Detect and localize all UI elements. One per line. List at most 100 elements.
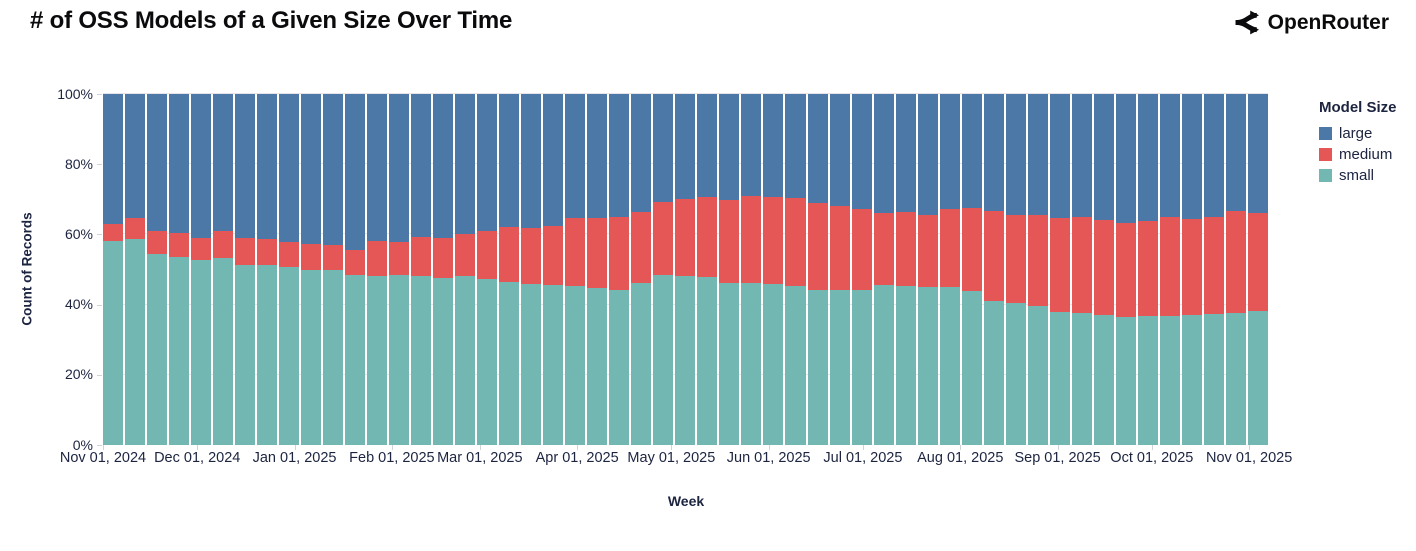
bar-segment-large[interactable]: [125, 94, 146, 219]
bar-segment-medium[interactable]: [851, 209, 872, 290]
bar-segment-small[interactable]: [807, 289, 828, 446]
bar-segment-large[interactable]: [169, 94, 190, 233]
bar-segment-small[interactable]: [675, 276, 696, 445]
bar-segment-medium[interactable]: [565, 218, 586, 286]
bar-segment-small[interactable]: [213, 258, 234, 445]
bar-segment-large[interactable]: [1203, 94, 1224, 217]
bar-segment-medium[interactable]: [1115, 222, 1136, 317]
bar-segment-small[interactable]: [631, 282, 652, 445]
bar-segment-medium[interactable]: [125, 218, 146, 240]
bar-segment-large[interactable]: [455, 94, 476, 235]
bar-segment-large[interactable]: [1115, 94, 1136, 223]
bar-segment-medium[interactable]: [609, 216, 630, 290]
bar-segment-large[interactable]: [1247, 94, 1268, 214]
legend-item-small[interactable]: small: [1319, 168, 1397, 183]
bar-segment-medium[interactable]: [1071, 216, 1092, 313]
bar-segment-medium[interactable]: [653, 201, 674, 276]
bar-segment-large[interactable]: [213, 94, 234, 231]
bar-segment-small[interactable]: [1027, 305, 1048, 445]
bar-segment-large[interactable]: [961, 94, 982, 208]
bar-segment-large[interactable]: [609, 94, 630, 217]
bar-segment-large[interactable]: [367, 94, 388, 241]
bar-segment-small[interactable]: [961, 290, 982, 445]
bar-segment-large[interactable]: [345, 94, 366, 250]
bar-segment-small[interactable]: [719, 282, 740, 445]
bar-segment-large[interactable]: [301, 94, 322, 244]
bar-segment-large[interactable]: [785, 94, 806, 199]
bar-segment-medium[interactable]: [235, 238, 256, 265]
bar-segment-large[interactable]: [257, 94, 278, 240]
bar-segment-small[interactable]: [829, 289, 850, 445]
bar-segment-medium[interactable]: [939, 209, 960, 288]
bar-segment-large[interactable]: [917, 94, 938, 216]
bar-segment-small[interactable]: [477, 278, 498, 445]
bar-segment-medium[interactable]: [1203, 216, 1224, 315]
bar-segment-large[interactable]: [807, 94, 828, 203]
bar-segment-medium[interactable]: [675, 199, 696, 277]
bar-segment-large[interactable]: [697, 94, 718, 198]
bar-segment-small[interactable]: [895, 285, 916, 445]
bar-segment-large[interactable]: [323, 94, 344, 245]
bar-segment-large[interactable]: [477, 94, 498, 231]
bar-segment-small[interactable]: [939, 287, 960, 445]
bar-segment-large[interactable]: [1137, 94, 1158, 222]
bar-segment-small[interactable]: [543, 284, 564, 445]
bar-segment-medium[interactable]: [983, 211, 1004, 302]
bar-segment-large[interactable]: [499, 94, 520, 227]
bar-segment-small[interactable]: [323, 269, 344, 445]
bar-segment-small[interactable]: [587, 287, 608, 445]
bar-segment-medium[interactable]: [367, 240, 388, 276]
bar-segment-small[interactable]: [301, 269, 322, 445]
bar-segment-small[interactable]: [147, 254, 168, 445]
bar-segment-medium[interactable]: [213, 230, 234, 259]
bar-segment-small[interactable]: [1071, 312, 1092, 445]
bar-segment-medium[interactable]: [807, 202, 828, 290]
bar-segment-medium[interactable]: [279, 241, 300, 268]
bar-segment-small[interactable]: [763, 284, 784, 445]
bar-segment-small[interactable]: [1137, 315, 1158, 445]
bar-segment-small[interactable]: [1247, 310, 1268, 445]
bar-segment-large[interactable]: [565, 94, 586, 219]
bar-segment-large[interactable]: [279, 94, 300, 242]
bar-segment-small[interactable]: [235, 264, 256, 445]
bar-segment-medium[interactable]: [455, 234, 476, 277]
bar-segment-small[interactable]: [1181, 315, 1202, 446]
bar-segment-medium[interactable]: [323, 244, 344, 270]
bar-segment-medium[interactable]: [587, 217, 608, 288]
bar-segment-medium[interactable]: [1093, 220, 1114, 316]
bar-segment-medium[interactable]: [301, 243, 322, 270]
bar-segment-large[interactable]: [587, 94, 608, 218]
bar-segment-large[interactable]: [103, 94, 124, 224]
bar-segment-medium[interactable]: [1181, 219, 1202, 316]
bar-segment-small[interactable]: [1005, 303, 1026, 445]
bar-segment-small[interactable]: [103, 240, 124, 445]
legend-item-medium[interactable]: medium: [1319, 147, 1397, 162]
bar-segment-small[interactable]: [851, 289, 872, 446]
bar-segment-medium[interactable]: [829, 205, 850, 290]
bar-segment-large[interactable]: [1093, 94, 1114, 221]
bar-segment-medium[interactable]: [521, 227, 542, 285]
bar-segment-small[interactable]: [433, 277, 454, 445]
bar-segment-large[interactable]: [235, 94, 256, 239]
bar-segment-large[interactable]: [741, 94, 762, 197]
bar-segment-medium[interactable]: [873, 212, 894, 285]
bar-segment-large[interactable]: [147, 94, 168, 231]
bar-segment-large[interactable]: [873, 94, 894, 213]
bar-segment-small[interactable]: [521, 284, 542, 446]
bar-segment-large[interactable]: [719, 94, 740, 200]
bar-segment-medium[interactable]: [719, 200, 740, 283]
bar-segment-large[interactable]: [1027, 94, 1048, 216]
bar-segment-medium[interactable]: [103, 223, 124, 241]
bar-segment-large[interactable]: [1159, 94, 1180, 218]
bar-segment-medium[interactable]: [741, 196, 762, 284]
bar-segment-medium[interactable]: [499, 226, 520, 282]
bar-segment-small[interactable]: [367, 275, 388, 445]
bar-segment-large[interactable]: [1049, 94, 1070, 218]
bar-segment-medium[interactable]: [345, 249, 366, 276]
bar-segment-large[interactable]: [829, 94, 850, 206]
bar-segment-small[interactable]: [917, 287, 938, 445]
bar-segment-small[interactable]: [389, 275, 410, 445]
bar-segment-medium[interactable]: [169, 232, 190, 258]
bar-segment-small[interactable]: [697, 276, 718, 445]
bar-segment-small[interactable]: [785, 286, 806, 445]
